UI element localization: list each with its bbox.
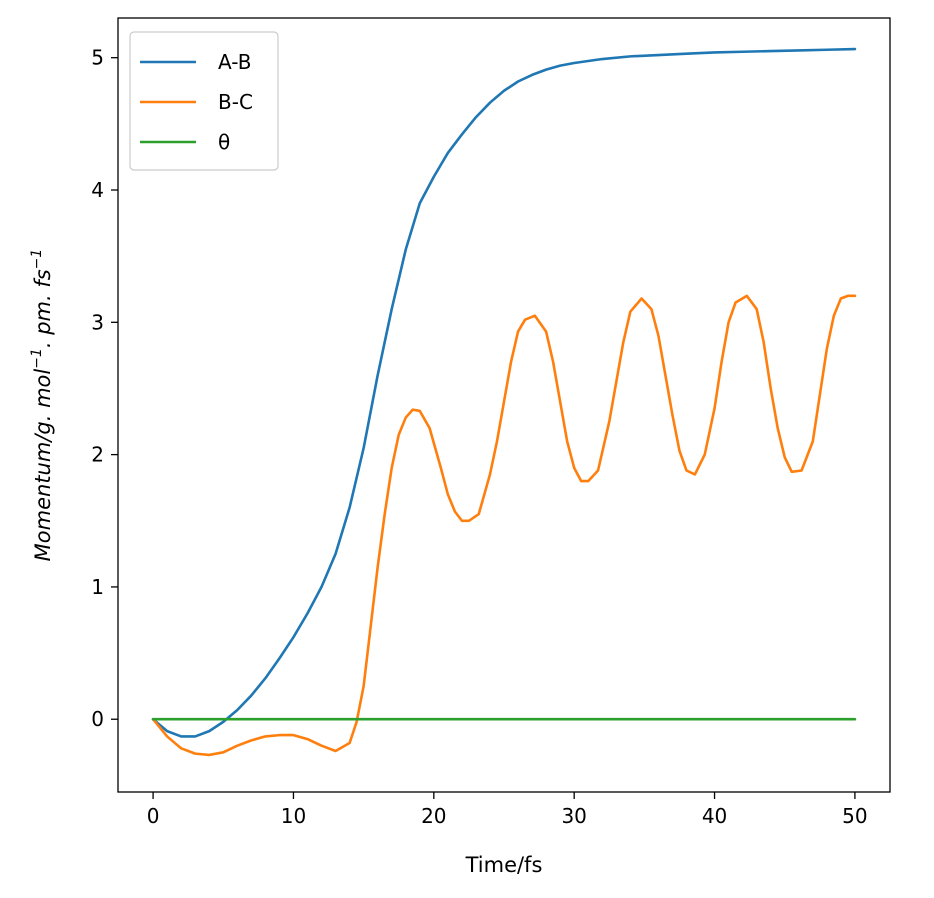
y-axis-label-middle: . pm. fs [31, 269, 55, 348]
x-tick-label-2: 20 [421, 804, 446, 828]
y-axis-label-exponent-2: −1 [29, 249, 45, 270]
legend-label-1: B-C [218, 90, 253, 114]
legend-label-2: θ [218, 130, 230, 154]
axis-ticks: 0 10 20 30 40 50 0 1 2 3 4 5 [91, 46, 867, 828]
y-axis-label-exponent-1: −1 [29, 348, 45, 369]
legend-label-0: A-B [218, 50, 251, 74]
legend-box [129, 31, 279, 171]
series-line-1 [151, 294, 857, 757]
x-tick-label-0: 0 [147, 804, 160, 828]
y-axis-label: Momentum/g. mol−1. pm. fs−1 [29, 249, 55, 562]
series-line-0 [151, 47, 857, 738]
series-lines [151, 47, 857, 757]
y-tick-label-4: 4 [91, 178, 104, 202]
y-tick-label-0: 0 [91, 707, 104, 731]
y-tick-label-2: 2 [91, 443, 104, 467]
y-tick-label-5: 5 [91, 46, 104, 70]
plot-frame [117, 17, 891, 793]
x-tick-label-3: 30 [561, 804, 586, 828]
y-tick-label-1: 1 [91, 575, 104, 599]
x-tick-label-4: 40 [702, 804, 727, 828]
x-tick-label-5: 50 [842, 804, 867, 828]
y-axis-label-prefix: Momentum/g. mol [31, 369, 55, 562]
y-tick-label-3: 3 [91, 310, 104, 334]
x-tick-label-1: 10 [281, 804, 306, 828]
x-axis-label: Time/fs [465, 853, 543, 877]
legend: A-B B-C θ [129, 31, 279, 171]
